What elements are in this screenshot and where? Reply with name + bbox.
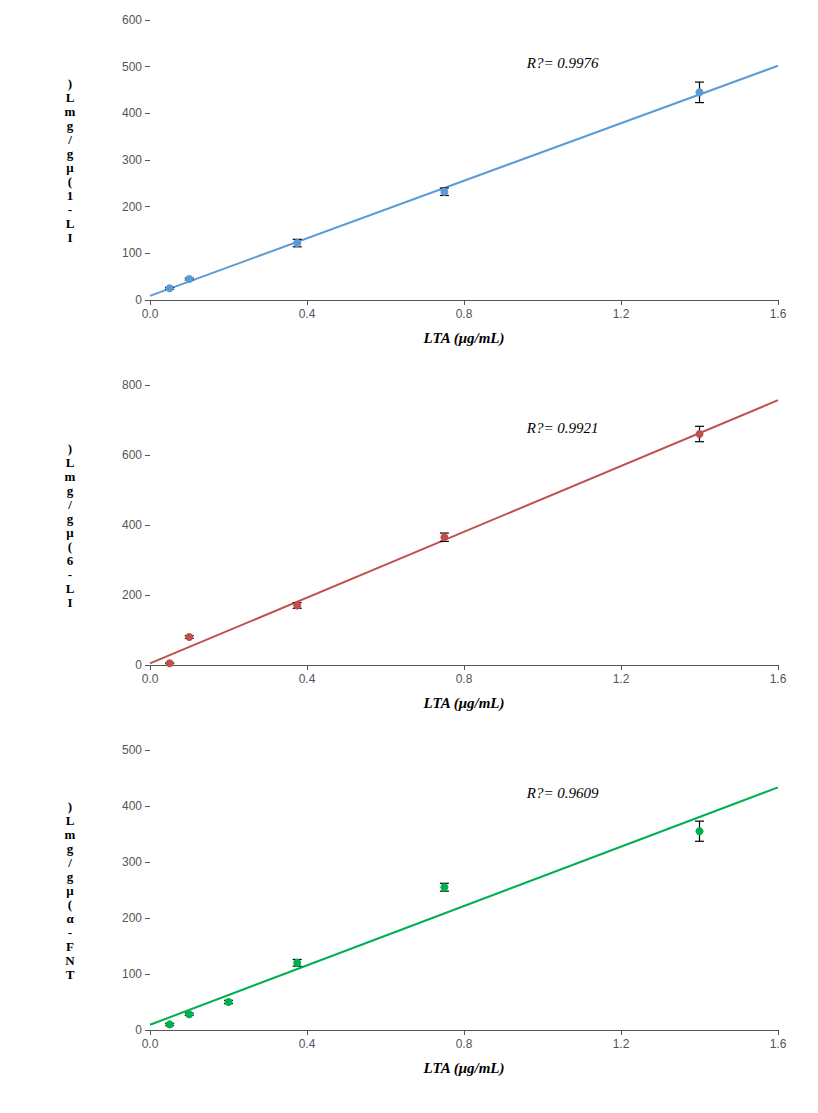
svg-text:g: g	[67, 511, 74, 526]
svg-text:0: 0	[135, 1023, 142, 1037]
svg-text:600: 600	[122, 448, 142, 462]
svg-text:300: 300	[122, 153, 142, 167]
svg-text:L: L	[66, 216, 75, 231]
svg-text:1.6: 1.6	[770, 1037, 787, 1051]
svg-text:0.0: 0.0	[142, 1037, 159, 1051]
svg-text:400: 400	[122, 106, 142, 120]
svg-text:m: m	[65, 104, 76, 119]
svg-text:g: g	[67, 483, 74, 498]
svg-text:0.0: 0.0	[142, 672, 159, 686]
svg-text:g: g	[67, 841, 74, 856]
svg-text:g: g	[67, 869, 74, 884]
svg-text:m: m	[65, 469, 76, 484]
svg-text:1.2: 1.2	[613, 307, 630, 321]
svg-text:0.8: 0.8	[456, 672, 473, 686]
svg-text:R?= 0.9976: R?= 0.9976	[526, 55, 599, 71]
svg-text:(: (	[68, 539, 72, 554]
svg-text:1.2: 1.2	[613, 1037, 630, 1051]
svg-text:1: 1	[67, 188, 74, 203]
svg-text:(: (	[68, 897, 72, 912]
svg-text:1.6: 1.6	[770, 672, 787, 686]
svg-text:800: 800	[122, 378, 142, 392]
svg-text:1.2: 1.2	[613, 672, 630, 686]
svg-text:0: 0	[135, 293, 142, 307]
svg-text:0.8: 0.8	[456, 307, 473, 321]
svg-text:500: 500	[122, 743, 142, 757]
svg-text:-: -	[68, 202, 72, 217]
svg-text:-: -	[68, 567, 72, 582]
svg-text:): )	[68, 76, 72, 91]
svg-text:600: 600	[122, 13, 142, 27]
svg-text:0.8: 0.8	[456, 1037, 473, 1051]
svg-text:100: 100	[122, 246, 142, 260]
svg-text:I: I	[67, 230, 72, 245]
svg-text:0.0: 0.0	[142, 307, 159, 321]
svg-text:200: 200	[122, 588, 142, 602]
svg-text:(: (	[68, 174, 72, 189]
svg-text:α: α	[66, 911, 74, 926]
svg-text:): )	[68, 441, 72, 456]
svg-text:0.4: 0.4	[299, 307, 316, 321]
svg-text:L: L	[66, 813, 75, 828]
svg-text:R?= 0.9921: R?= 0.9921	[526, 420, 599, 436]
svg-text:-: -	[68, 925, 72, 940]
svg-text:T: T	[66, 967, 75, 982]
svg-text:1.6: 1.6	[770, 307, 787, 321]
svg-text:): )	[68, 799, 72, 814]
svg-text:μ: μ	[66, 525, 74, 540]
svg-text:I: I	[67, 595, 72, 610]
svg-text:LTA (μg/mL): LTA (μg/mL)	[423, 1060, 505, 1077]
svg-text:μ: μ	[66, 883, 74, 898]
svg-text:200: 200	[122, 911, 142, 925]
svg-text:400: 400	[122, 799, 142, 813]
svg-text:/: /	[67, 497, 72, 512]
svg-text:300: 300	[122, 855, 142, 869]
svg-text:F: F	[66, 939, 74, 954]
svg-text:500: 500	[122, 60, 142, 74]
svg-text:μ: μ	[66, 160, 74, 175]
svg-text:100: 100	[122, 967, 142, 981]
svg-text:L: L	[66, 90, 75, 105]
svg-text:L: L	[66, 581, 75, 596]
svg-text:m: m	[65, 827, 76, 842]
svg-text:LTA (μg/mL): LTA (μg/mL)	[423, 330, 505, 347]
svg-text:/: /	[67, 132, 72, 147]
svg-text:0.4: 0.4	[299, 672, 316, 686]
svg-text:0: 0	[135, 658, 142, 672]
svg-text:200: 200	[122, 200, 142, 214]
svg-text:N: N	[65, 953, 75, 968]
svg-text:g: g	[67, 146, 74, 161]
svg-text:g: g	[67, 118, 74, 133]
svg-text:400: 400	[122, 518, 142, 532]
svg-text:0.4: 0.4	[299, 1037, 316, 1051]
svg-text:R?= 0.9609: R?= 0.9609	[526, 785, 599, 801]
svg-text:/: /	[67, 855, 72, 870]
svg-text:6: 6	[67, 553, 74, 568]
svg-text:L: L	[66, 455, 75, 470]
svg-text:LTA (μg/mL): LTA (μg/mL)	[423, 695, 505, 712]
